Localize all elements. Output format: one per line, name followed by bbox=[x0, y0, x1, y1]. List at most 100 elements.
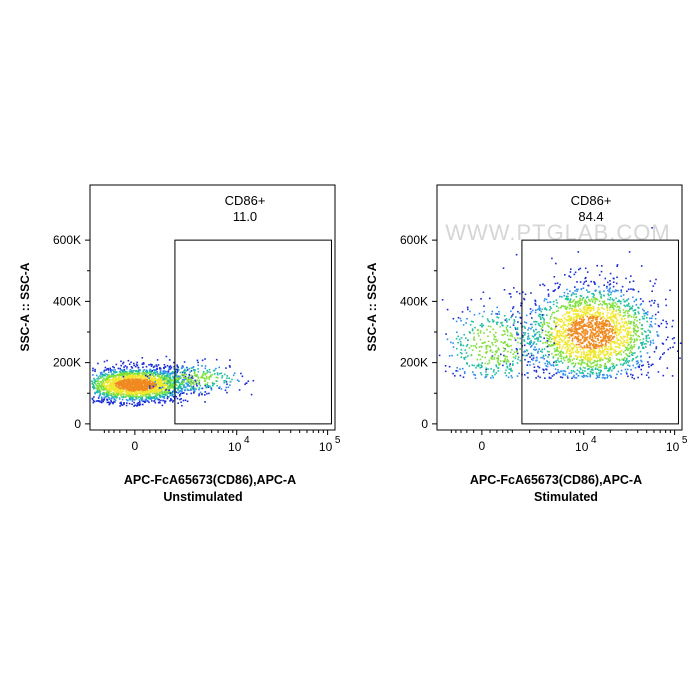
event-dot bbox=[637, 327, 639, 329]
event-dot bbox=[608, 306, 611, 309]
event-dot bbox=[141, 357, 144, 359]
event-dot bbox=[122, 370, 125, 373]
event-dot bbox=[616, 265, 618, 267]
event-dot bbox=[125, 388, 128, 390]
event-dot bbox=[197, 361, 199, 364]
event-dot bbox=[572, 313, 575, 316]
event-dot bbox=[646, 313, 649, 316]
event-dot bbox=[626, 360, 629, 363]
event-dot bbox=[571, 377, 573, 380]
event-dot bbox=[192, 366, 195, 368]
event-dot bbox=[138, 402, 141, 404]
event-dot bbox=[504, 359, 506, 362]
event-dot bbox=[616, 353, 618, 355]
event-dot bbox=[95, 400, 98, 402]
event-dot bbox=[556, 282, 559, 284]
event-dot bbox=[574, 324, 576, 326]
event-dot bbox=[621, 338, 624, 340]
event-dot bbox=[603, 350, 605, 353]
event-dot bbox=[141, 363, 144, 365]
event-dot bbox=[538, 361, 541, 364]
event-dot bbox=[148, 393, 150, 395]
event-dot bbox=[203, 377, 205, 379]
event-dot bbox=[626, 368, 629, 371]
event-dot bbox=[602, 294, 605, 297]
event-dot bbox=[597, 354, 599, 357]
event-dot bbox=[620, 373, 622, 375]
event-dot bbox=[126, 402, 128, 404]
event-dot bbox=[541, 323, 544, 326]
event-dot bbox=[120, 360, 122, 363]
event-dot bbox=[610, 318, 612, 321]
event-dot bbox=[624, 335, 626, 338]
event-dot bbox=[138, 399, 141, 401]
event-dot bbox=[144, 370, 147, 373]
event-dot bbox=[118, 374, 121, 377]
event-dot bbox=[584, 302, 586, 305]
event-dot bbox=[212, 384, 214, 387]
event-dot bbox=[638, 363, 641, 366]
event-dot bbox=[606, 307, 609, 310]
event-dot bbox=[133, 382, 136, 385]
event-dot bbox=[553, 361, 555, 364]
event-dot bbox=[121, 390, 123, 393]
event-dot bbox=[549, 306, 551, 308]
event-dot bbox=[191, 387, 194, 390]
event-dot bbox=[602, 326, 605, 328]
event-dot bbox=[567, 332, 570, 335]
event-dot bbox=[569, 311, 571, 313]
event-dot bbox=[606, 306, 608, 308]
event-dot bbox=[163, 393, 166, 395]
event-dot bbox=[154, 377, 156, 379]
event-dot bbox=[592, 333, 595, 335]
event-dot bbox=[545, 354, 547, 357]
event-dot bbox=[146, 375, 149, 378]
event-dot bbox=[575, 309, 578, 312]
event-dot bbox=[94, 380, 97, 382]
event-dot bbox=[596, 363, 599, 365]
event-dot bbox=[647, 363, 650, 366]
event-dot bbox=[589, 333, 592, 335]
event-dot bbox=[607, 320, 609, 322]
event-dot bbox=[610, 305, 613, 307]
event-dot bbox=[603, 301, 605, 304]
event-dot bbox=[589, 307, 592, 309]
event-dot bbox=[614, 316, 616, 318]
event-dot bbox=[157, 374, 159, 376]
event-dot bbox=[611, 369, 613, 372]
event-dot bbox=[552, 311, 554, 314]
event-dot bbox=[627, 288, 630, 291]
event-dot bbox=[485, 375, 488, 378]
event-dot bbox=[120, 364, 122, 367]
event-dot bbox=[155, 395, 157, 397]
event-dot bbox=[626, 357, 628, 360]
event-dot bbox=[198, 383, 200, 385]
event-dot bbox=[573, 337, 576, 339]
event-dot bbox=[164, 370, 166, 373]
event-dot bbox=[106, 387, 108, 390]
event-dot bbox=[576, 312, 579, 315]
event-dot bbox=[118, 397, 121, 399]
event-dot bbox=[582, 355, 585, 358]
event-dot bbox=[169, 376, 172, 379]
event-dot bbox=[573, 328, 575, 330]
event-dot bbox=[623, 358, 625, 360]
event-dot bbox=[137, 383, 139, 385]
event-dot bbox=[567, 365, 570, 368]
event-dot bbox=[567, 312, 570, 315]
event-dot bbox=[137, 369, 140, 371]
event-dot bbox=[557, 331, 560, 333]
event-dot bbox=[141, 373, 144, 375]
event-dot bbox=[156, 393, 158, 396]
event-dot bbox=[504, 319, 507, 321]
event-dot bbox=[182, 370, 185, 372]
event-dot bbox=[150, 396, 152, 398]
event-dot bbox=[608, 341, 610, 344]
event-dot bbox=[587, 284, 590, 287]
event-dot bbox=[166, 364, 169, 367]
event-dot bbox=[622, 324, 625, 327]
event-dot bbox=[505, 326, 508, 329]
event-dot bbox=[106, 373, 108, 376]
event-dot bbox=[574, 328, 577, 331]
event-dot bbox=[216, 372, 219, 374]
